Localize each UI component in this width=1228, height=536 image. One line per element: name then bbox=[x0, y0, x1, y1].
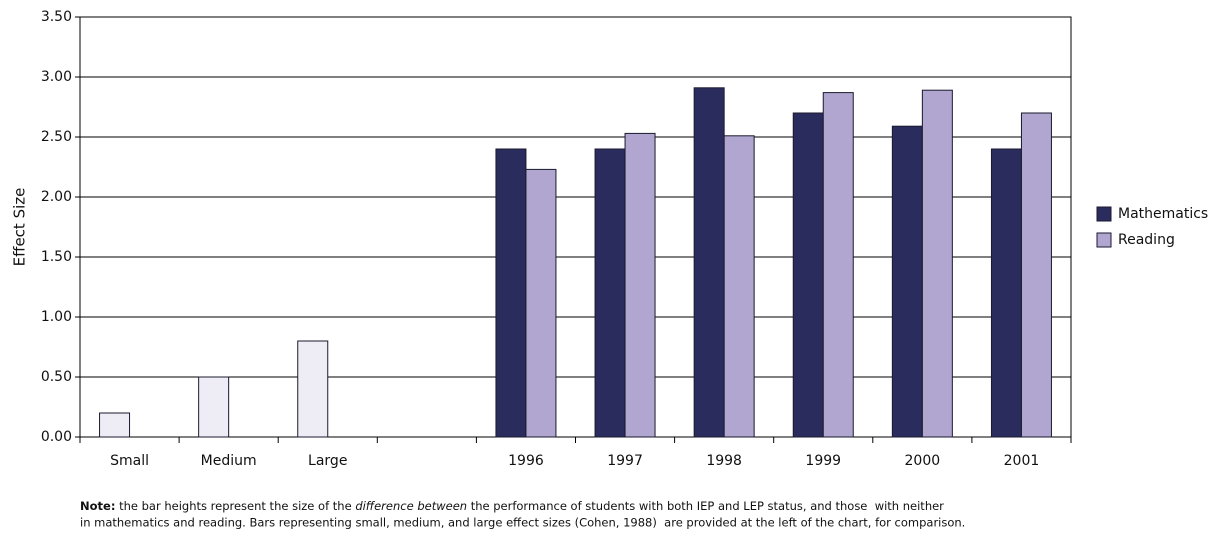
bar bbox=[891, 125, 923, 438]
x-tick-label: Small bbox=[110, 453, 149, 469]
y-tick-label: 3.50 bbox=[41, 9, 72, 25]
bar bbox=[792, 112, 824, 438]
bar bbox=[723, 135, 755, 438]
legend-label: Reading bbox=[1118, 232, 1175, 248]
bar bbox=[921, 89, 953, 438]
y-tick-label: 2.50 bbox=[41, 129, 72, 145]
bar bbox=[99, 412, 131, 438]
bar bbox=[693, 87, 725, 438]
note-label: Note: bbox=[80, 499, 115, 513]
bar bbox=[525, 168, 557, 438]
bar bbox=[198, 376, 230, 438]
y-tick-label: 0.00 bbox=[41, 429, 72, 445]
x-tick-label: Medium bbox=[201, 453, 257, 469]
bar bbox=[297, 340, 329, 438]
note-line: Note: the bar heights represent the size… bbox=[80, 499, 944, 513]
bar bbox=[1020, 112, 1052, 438]
legend-swatch bbox=[1096, 206, 1112, 222]
x-tick-label: 1996 bbox=[508, 453, 544, 469]
legend-swatch bbox=[1096, 232, 1112, 248]
note-text: in mathematics and reading. Bars represe… bbox=[80, 516, 965, 530]
y-tick-label: 3.00 bbox=[41, 69, 72, 85]
y-tick-label: 1.00 bbox=[41, 309, 72, 325]
legend-label: Mathematics bbox=[1118, 206, 1208, 222]
bar bbox=[624, 132, 656, 438]
x-tick-label: 1997 bbox=[607, 453, 643, 469]
y-tick-label: 1.50 bbox=[41, 249, 72, 265]
bar bbox=[495, 148, 527, 438]
note-text: the performance of students with both IE… bbox=[467, 499, 944, 513]
x-tick-label: 2000 bbox=[905, 453, 941, 469]
y-tick-label: 2.00 bbox=[41, 189, 72, 205]
x-tick-label: 1999 bbox=[805, 453, 841, 469]
bar bbox=[990, 148, 1022, 438]
x-tick-label: 2001 bbox=[1004, 453, 1040, 469]
bar bbox=[822, 92, 854, 438]
x-tick-label: Large bbox=[308, 453, 347, 469]
note-text: the bar heights represent the size of th… bbox=[115, 499, 355, 513]
y-axis-label: Effect Size bbox=[11, 188, 29, 267]
bar bbox=[594, 148, 626, 438]
note-emphasis: difference between bbox=[355, 499, 467, 513]
y-tick-label: 0.50 bbox=[41, 369, 72, 385]
x-tick-label: 1998 bbox=[706, 453, 742, 469]
